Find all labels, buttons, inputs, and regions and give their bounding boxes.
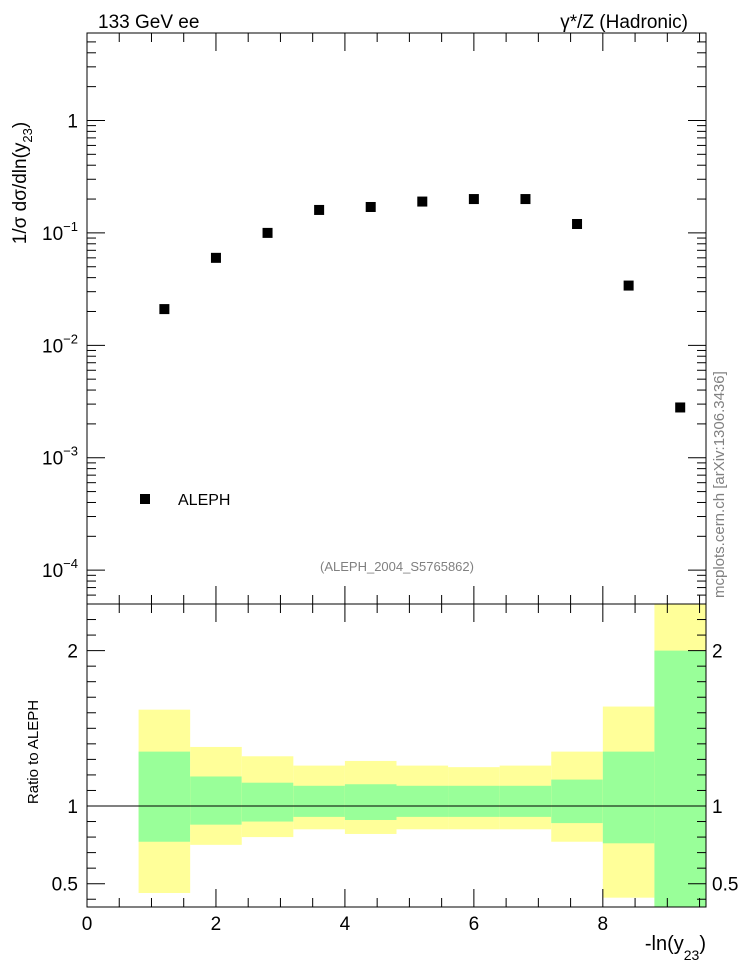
- ratio-y-tick-label-left: 2: [67, 642, 78, 663]
- ratio-frame: [86, 603, 707, 908]
- data-point: [675, 402, 686, 413]
- ratio-inner-band: [190, 776, 242, 825]
- data-point: [365, 201, 376, 212]
- tick-base: 10: [42, 336, 63, 357]
- data-point: [314, 204, 325, 215]
- tick-base: 10: [42, 561, 63, 582]
- main-y-tick-labels: 110−110−210−310−4: [42, 111, 78, 582]
- main-y-tick-label: 10−3: [42, 444, 78, 470]
- x-tick-label: 0: [82, 914, 93, 935]
- legend-label: ALEPH: [178, 492, 230, 509]
- main-ylabel-main: 1/σ dσ/dln(y: [10, 142, 31, 244]
- data-point: [417, 196, 428, 207]
- ratio-inner-band: [344, 784, 397, 820]
- header-left-label: 133 GeV ee: [98, 12, 199, 33]
- main-axis-ticks: [86, 32, 706, 605]
- tick-base: 1: [67, 111, 78, 132]
- ratio-inner-band: [654, 650, 706, 907]
- ratio-panel: 0.5 0.5 1 1 2 2 0 2 4 6 8: [52, 603, 739, 935]
- ratio-inner-band: [448, 785, 500, 817]
- main-ylabel: 1/σ dσ/dln(y23): [10, 122, 35, 244]
- main-y-tick-label: 1: [67, 111, 78, 132]
- main-panel: 110−110−210−310−4 ALEPH (ALEPH_2004_S576…: [42, 32, 707, 605]
- tick-exponent: −3: [63, 444, 78, 459]
- xlabel-sub: 23: [684, 947, 700, 963]
- tick-exponent: −1: [63, 219, 78, 234]
- ratio-axis-ticks: [86, 604, 706, 907]
- ratio-y-tick-label-left: 0.5: [52, 875, 78, 896]
- legend-marker: [140, 494, 150, 504]
- main-ylabel-close: ): [10, 122, 31, 128]
- ratio-inner-band: [499, 785, 552, 817]
- analysis-id-label: (ALEPH_2004_S5765862): [320, 559, 474, 574]
- tick-exponent: −2: [63, 331, 78, 346]
- x-tick-label: 4: [340, 914, 351, 935]
- ratio-inner-band: [602, 751, 655, 844]
- xlabel-main: -ln(y: [645, 933, 684, 955]
- data-point: [210, 252, 221, 263]
- main-y-tick-label: 10−2: [42, 331, 78, 357]
- xlabel: -ln(y23): [645, 933, 706, 963]
- ratio-error-bands: [138, 604, 706, 907]
- data-point: [159, 304, 170, 315]
- watermark-text: mcplots.cern.ch [arXiv:1306.3436]: [711, 371, 728, 598]
- header-right-label: γ*/Z (Hadronic): [560, 12, 688, 33]
- x-tick-label: 8: [598, 914, 609, 935]
- data-point: [468, 194, 479, 205]
- ratio-x-tick-labels: 0 2 4 6 8: [82, 914, 608, 935]
- data-point: [572, 218, 583, 229]
- ratio-y-tick-labels: 0.5 0.5 1 1 2 2: [52, 642, 739, 896]
- main-y-tick-label: 10−1: [42, 219, 78, 245]
- ratio-y-tick-label-left: 1: [67, 797, 78, 818]
- ratio-y-tick-label-right: 2: [712, 642, 723, 663]
- tick-exponent: −4: [63, 556, 78, 571]
- main-ylabel-sub: 23: [20, 128, 35, 142]
- tick-base: 10: [42, 449, 63, 470]
- data-point: [262, 227, 273, 238]
- ratio-inner-band: [551, 779, 603, 824]
- x-tick-label: 6: [469, 914, 480, 935]
- main-y-tick-label: 10−4: [42, 556, 78, 582]
- data-point: [623, 280, 634, 291]
- ratio-y-tick-label-right: 0.5: [712, 875, 738, 896]
- ratio-inner-band: [138, 751, 191, 842]
- main-frame: [86, 32, 707, 605]
- ratio-inner-band: [241, 782, 294, 822]
- ratio-inner-band: [396, 785, 449, 817]
- ratio-inner-band: [293, 785, 345, 817]
- main-data-markers: [159, 194, 686, 413]
- x-tick-label: 2: [211, 914, 222, 935]
- data-point: [520, 194, 531, 205]
- tick-base: 10: [42, 224, 63, 245]
- ratio-y-tick-label-right: 1: [712, 797, 723, 818]
- xlabel-close: ): [699, 933, 706, 955]
- ratio-ylabel: Ratio to ALEPH: [25, 700, 42, 804]
